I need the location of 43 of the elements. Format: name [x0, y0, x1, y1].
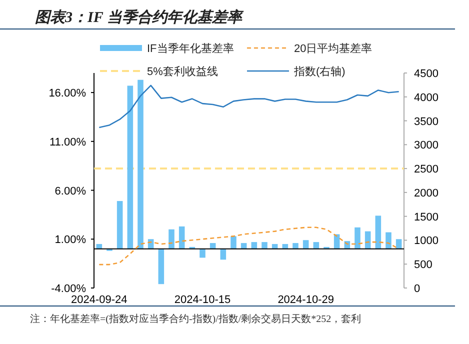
- bar: [375, 216, 382, 249]
- bar: [262, 242, 268, 249]
- y2-tick-label: 2500: [414, 164, 438, 176]
- bar: [230, 236, 236, 249]
- legend-label: IF当季年化基差率: [147, 42, 234, 55]
- y-tick-label: -4.00%: [51, 283, 86, 295]
- bar: [302, 240, 309, 249]
- y2-tick-label: 4500: [414, 68, 438, 80]
- bar: [292, 243, 298, 249]
- y2-tick-label: 3000: [414, 140, 438, 152]
- bar: [168, 229, 174, 249]
- bar: [127, 86, 134, 249]
- y2-tick-label: 3500: [414, 116, 438, 128]
- bar: [116, 201, 123, 249]
- legend-label: 20日平均基差率: [294, 42, 372, 55]
- x-tick-label: 2024-10-15: [174, 294, 231, 306]
- y2-tick-label: 500: [414, 259, 432, 272]
- y2-tick-label: 1000: [414, 235, 438, 248]
- bar: [158, 248, 164, 284]
- y-tick-label: 1.00%: [54, 234, 86, 246]
- text: 注：年化基差率=(指数对应当季合约-指数)/指数/剩余交易日天数*252，套利: [30, 313, 362, 325]
- y-tick-label: 11.00%: [50, 136, 86, 148]
- legend-label: 指数(右轴): [293, 65, 346, 78]
- bar: [200, 248, 206, 258]
- y2-tick-label: 4000: [414, 92, 438, 104]
- bar: [138, 80, 144, 249]
- line-series: [98, 84, 400, 128]
- legend-label: 5%套利收益线: [147, 65, 218, 78]
- y2-tick-label: 0: [414, 283, 420, 295]
- bar: [251, 242, 258, 249]
- bar: [178, 226, 185, 249]
- y-tick-label: 16.00%: [48, 88, 86, 100]
- bar: [313, 242, 320, 249]
- bar: [396, 239, 402, 249]
- chart-title: 图表3：IF 当季合约年化基差率: [35, 8, 244, 26]
- x-tick-label: 2024-10-29: [278, 294, 334, 306]
- bar: [354, 227, 360, 249]
- y-tick-label: 6.00%: [54, 185, 86, 198]
- bar: [386, 232, 392, 249]
- line-series: [98, 226, 400, 266]
- y2-tick-label: 2000: [414, 187, 438, 200]
- y2-tick-label: 1500: [414, 211, 438, 224]
- x-tick-label: 2024-09-24: [71, 294, 128, 306]
